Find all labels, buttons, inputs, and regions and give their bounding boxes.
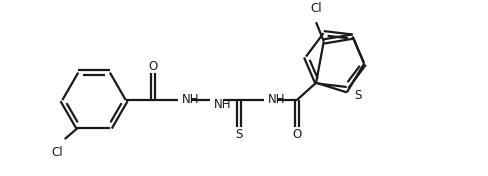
Text: NH: NH [268,93,285,106]
Text: S: S [354,89,362,102]
Text: NH: NH [214,98,232,111]
Text: Cl: Cl [51,146,63,159]
Text: S: S [236,128,243,141]
Text: NH: NH [182,93,199,106]
Text: Cl: Cl [310,2,322,15]
Text: O: O [292,128,302,141]
Text: O: O [148,60,157,73]
